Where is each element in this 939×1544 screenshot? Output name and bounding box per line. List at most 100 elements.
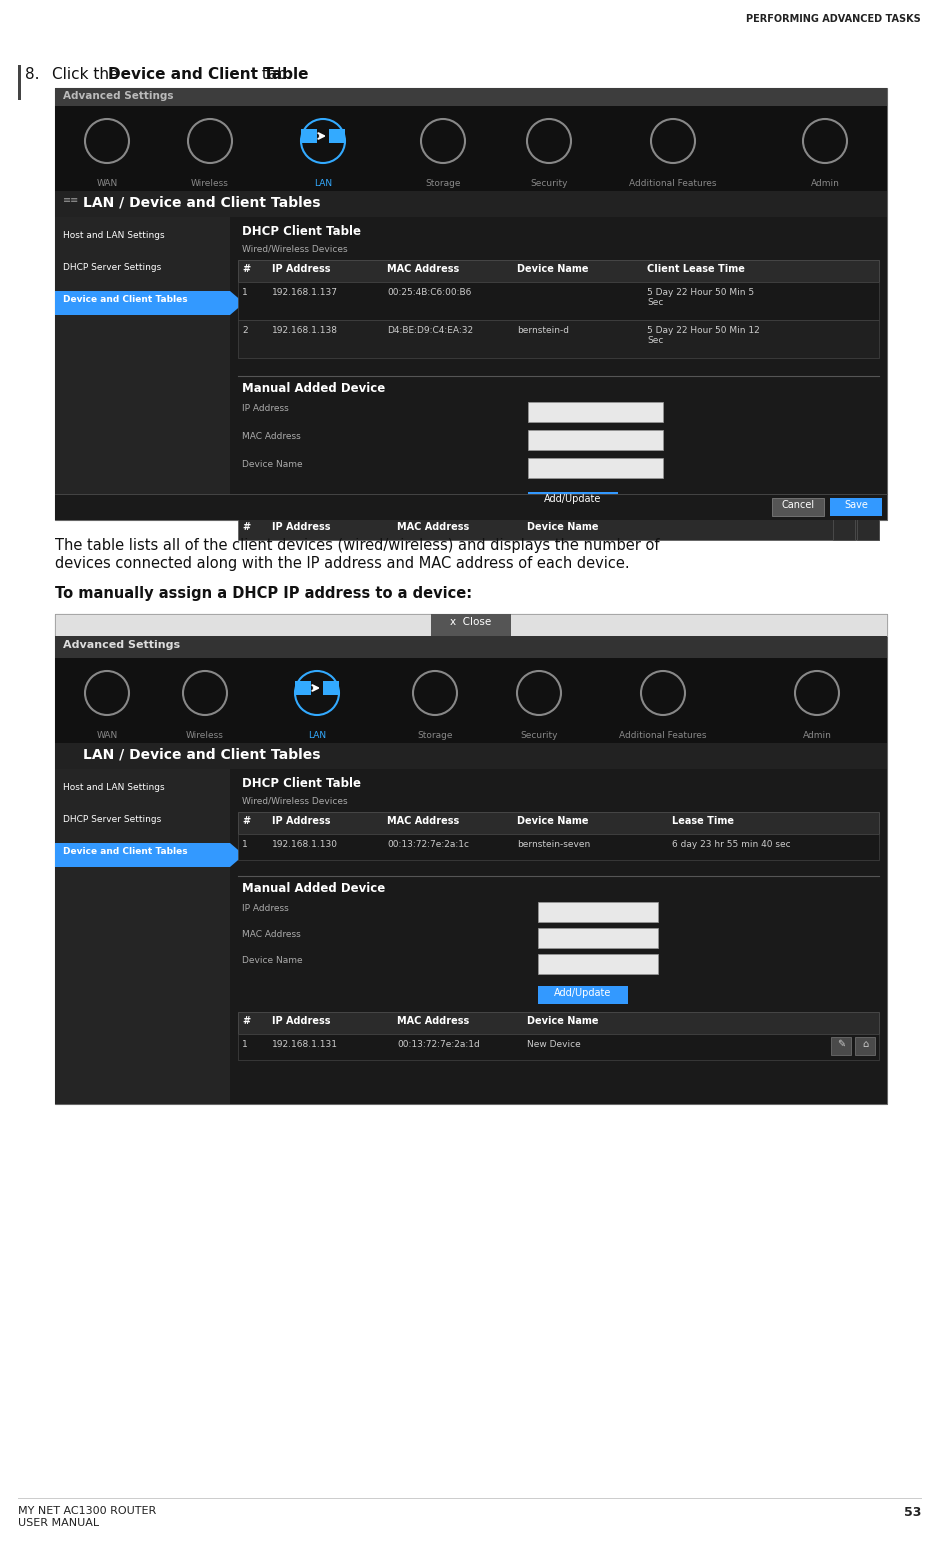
Text: LAN / Device and Client Tables: LAN / Device and Client Tables (83, 195, 320, 208)
Text: Advanced Settings: Advanced Settings (63, 91, 174, 100)
Bar (538, 928, 658, 948)
Text: Device and Client Tables: Device and Client Tables (63, 848, 188, 855)
Text: 192.168.1.138: 192.168.1.138 (272, 326, 338, 335)
Bar (55, 843, 230, 868)
Text: IP Address: IP Address (272, 815, 331, 826)
Text: MAC Address: MAC Address (387, 264, 459, 273)
Text: To manually assign a DHCP IP address to a device:: To manually assign a DHCP IP address to … (55, 587, 472, 601)
Text: 1: 1 (242, 840, 248, 849)
Text: Wired/Wireless Devices: Wired/Wireless Devices (242, 245, 347, 255)
Bar (538, 902, 658, 922)
Bar (772, 499, 824, 516)
Text: #: # (242, 815, 250, 826)
Text: DHCP Server Settings: DHCP Server Settings (63, 262, 162, 272)
Bar (857, 517, 879, 540)
Text: x  Close: x Close (451, 618, 492, 627)
Text: Device Name: Device Name (517, 264, 589, 273)
Text: PERFORMING ADVANCED TASKS: PERFORMING ADVANCED TASKS (747, 14, 921, 25)
Text: Device Name: Device Name (527, 522, 598, 533)
Text: DHCP Client Table: DHCP Client Table (242, 225, 361, 238)
Text: LAN: LAN (314, 179, 332, 188)
Bar (329, 130, 345, 144)
Bar (55, 636, 887, 658)
Text: LAN: LAN (308, 730, 326, 740)
Text: 00:25:4B:C6:00:B6: 00:25:4B:C6:00:B6 (387, 289, 471, 296)
Bar (55, 615, 887, 1104)
Text: Add/Update: Add/Update (545, 494, 602, 503)
Bar (238, 517, 879, 540)
Text: Additional Features: Additional Features (619, 730, 707, 740)
Bar (538, 954, 658, 974)
Text: Wired/Wireless Devices: Wired/Wireless Devices (242, 797, 347, 806)
Text: Client Lease Time: Client Lease Time (647, 264, 745, 273)
Text: Cancel: Cancel (781, 500, 814, 510)
Text: 1: 1 (242, 1041, 248, 1048)
Bar (238, 283, 879, 320)
Text: #: # (242, 522, 250, 533)
Text: ≡≡: ≡≡ (63, 195, 79, 205)
Text: Add/Update: Add/Update (554, 988, 611, 997)
Bar (238, 834, 879, 860)
Text: ⌂: ⌂ (862, 1039, 869, 1048)
Text: D4:BE:D9:C4:EA:32: D4:BE:D9:C4:EA:32 (387, 326, 473, 335)
Text: Host and LAN Settings: Host and LAN Settings (63, 232, 164, 239)
Bar (831, 1038, 851, 1055)
Bar (55, 494, 887, 520)
Text: 53: 53 (903, 1505, 921, 1519)
Polygon shape (230, 290, 244, 315)
Text: Security: Security (531, 179, 568, 188)
Text: DHCP Client Table: DHCP Client Table (242, 777, 361, 791)
Bar (238, 259, 879, 283)
Bar (431, 615, 511, 636)
Text: WAN: WAN (97, 179, 117, 188)
Text: Storage: Storage (425, 179, 461, 188)
Text: tab:: tab: (257, 66, 292, 82)
Bar (238, 320, 879, 358)
Text: MAC Address: MAC Address (397, 522, 470, 533)
Text: Manual Added Device: Manual Added Device (242, 882, 385, 896)
Text: ✎: ✎ (837, 1039, 845, 1048)
Text: MAC Address: MAC Address (397, 1016, 470, 1027)
Text: Wireless: Wireless (191, 179, 229, 188)
Text: IP Address: IP Address (272, 264, 331, 273)
Text: 8.: 8. (25, 66, 39, 82)
Text: 00:13:72:7e:2a:1d: 00:13:72:7e:2a:1d (397, 1041, 480, 1048)
Text: Host and LAN Settings: Host and LAN Settings (63, 783, 164, 792)
Text: 5 Day 22 Hour 50 Min 12
Sec: 5 Day 22 Hour 50 Min 12 Sec (647, 326, 760, 346)
Bar (238, 812, 879, 834)
Text: Device Name: Device Name (242, 460, 302, 469)
Text: IP Address: IP Address (242, 903, 289, 913)
Text: Storage: Storage (417, 730, 453, 740)
Text: Admin: Admin (803, 730, 831, 740)
Text: IP Address: IP Address (272, 1016, 331, 1027)
Text: Manual Added Device: Manual Added Device (242, 381, 385, 395)
Text: devices connected along with the IP address and MAC address of each device.: devices connected along with the IP addr… (55, 556, 630, 571)
Text: bernstein-d: bernstein-d (517, 326, 569, 335)
Text: Advanced Settings: Advanced Settings (63, 641, 180, 650)
Bar (238, 1034, 879, 1061)
Text: Admin: Admin (810, 179, 839, 188)
Bar (55, 107, 887, 191)
Text: 00:13:72:7e:2a:1c: 00:13:72:7e:2a:1c (387, 840, 469, 849)
Bar (55, 743, 887, 769)
Text: 192.168.1.130: 192.168.1.130 (272, 840, 338, 849)
Text: 6 day 23 hr 55 min 40 sec: 6 day 23 hr 55 min 40 sec (672, 840, 791, 849)
Bar (55, 88, 887, 107)
Text: 2: 2 (242, 326, 248, 335)
Bar (295, 681, 311, 695)
Text: Device Name: Device Name (517, 815, 589, 826)
Bar (55, 769, 887, 1104)
Text: Click the: Click the (52, 66, 123, 82)
Text: 1: 1 (242, 289, 248, 296)
Bar (55, 290, 230, 315)
Text: Device Name: Device Name (527, 1016, 598, 1027)
Text: WAN: WAN (97, 730, 117, 740)
Bar (55, 615, 887, 636)
Text: Security: Security (520, 730, 558, 740)
Text: 5 Day 22 Hour 50 Min 5
Sec: 5 Day 22 Hour 50 Min 5 Sec (647, 289, 754, 307)
Text: The table lists all of the client devices (wired/wireless) and displays the numb: The table lists all of the client device… (55, 537, 659, 553)
Bar (855, 1038, 875, 1055)
Bar (833, 517, 855, 540)
Bar (301, 130, 317, 144)
Text: Device and Client Table: Device and Client Table (107, 66, 308, 82)
